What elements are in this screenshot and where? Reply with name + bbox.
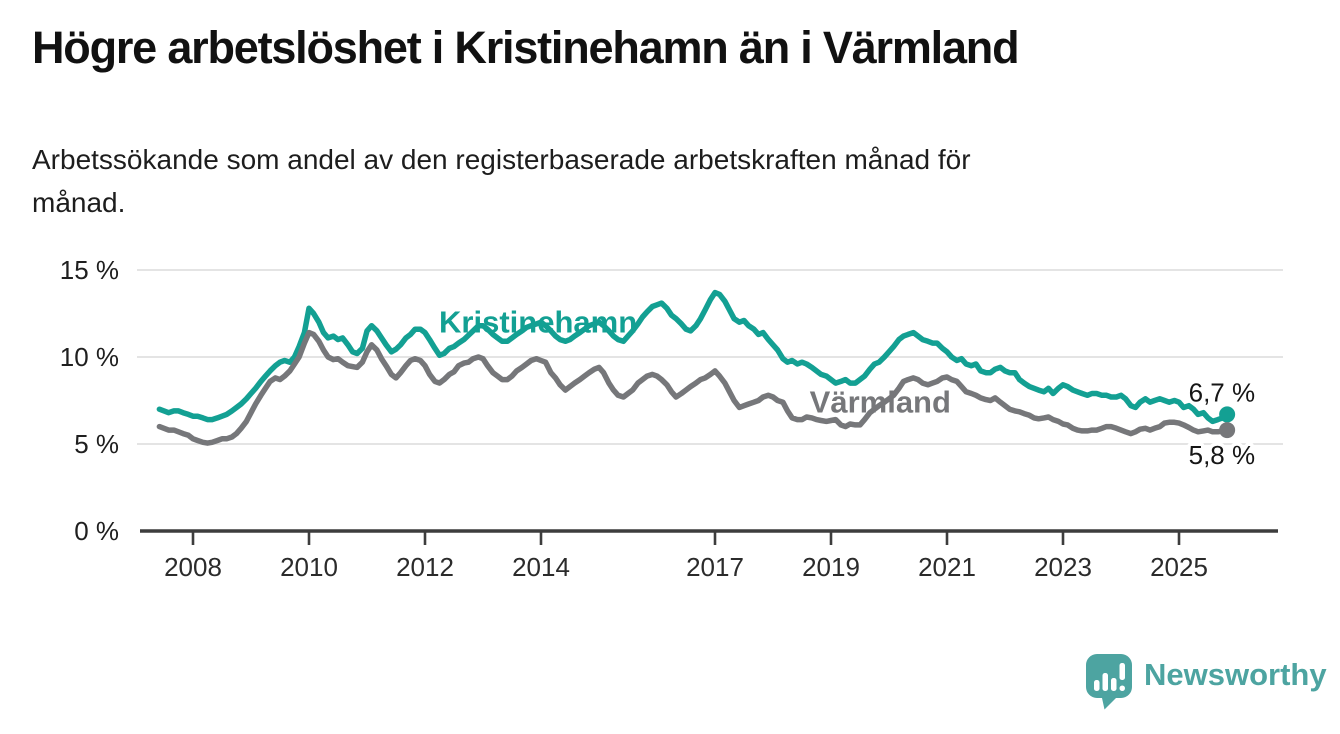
end-value-label: 5,8 % (1189, 440, 1256, 470)
x-axis-tick-label: 2008 (164, 552, 222, 582)
page-title: Högre arbetslöshet i Kristinehamn än i V… (32, 22, 1020, 73)
speech-bubble-bar-chart-icon (1086, 654, 1132, 710)
series-endpoint-dot (1219, 406, 1236, 423)
y-axis-tick-label: 0 % (74, 516, 119, 546)
x-axis-tick-label: 2014 (512, 552, 570, 582)
y-axis-tick-label: 10 % (60, 342, 119, 372)
x-axis-tick-label: 2023 (1034, 552, 1092, 582)
x-axis-tick-label: 2021 (918, 552, 976, 582)
newsworthy-logo[interactable]: Newsworthy (1086, 654, 1327, 710)
series-line-kristinehamn (156, 289, 1230, 425)
chart-subtitle-line-1: Arbetssökande som andel av den registerb… (32, 144, 971, 175)
series-label: Värmland (810, 384, 951, 419)
x-axis-tick-label: 2010 (280, 552, 338, 582)
y-axis-tick-label: 5 % (74, 429, 119, 459)
chart-subtitle-line-2: månad. (32, 187, 126, 218)
end-value-label: 6,7 % (1189, 377, 1256, 407)
chart-subtitle: Arbetssökande som andel av den registerb… (32, 138, 971, 224)
x-axis-tick-label: 2025 (1150, 552, 1208, 582)
series-label: Kristinehamn (439, 304, 637, 339)
y-axis-tick-label: 15 % (60, 255, 119, 285)
newsworthy-logo-text: Newsworthy (1144, 657, 1327, 692)
x-axis-tick-label: 2017 (686, 552, 744, 582)
x-axis-tick-label: 2019 (802, 552, 860, 582)
x-axis-tick-label: 2012 (396, 552, 454, 582)
series-line-vrmland (156, 329, 1230, 446)
series-endpoint-dot (1219, 422, 1236, 439)
